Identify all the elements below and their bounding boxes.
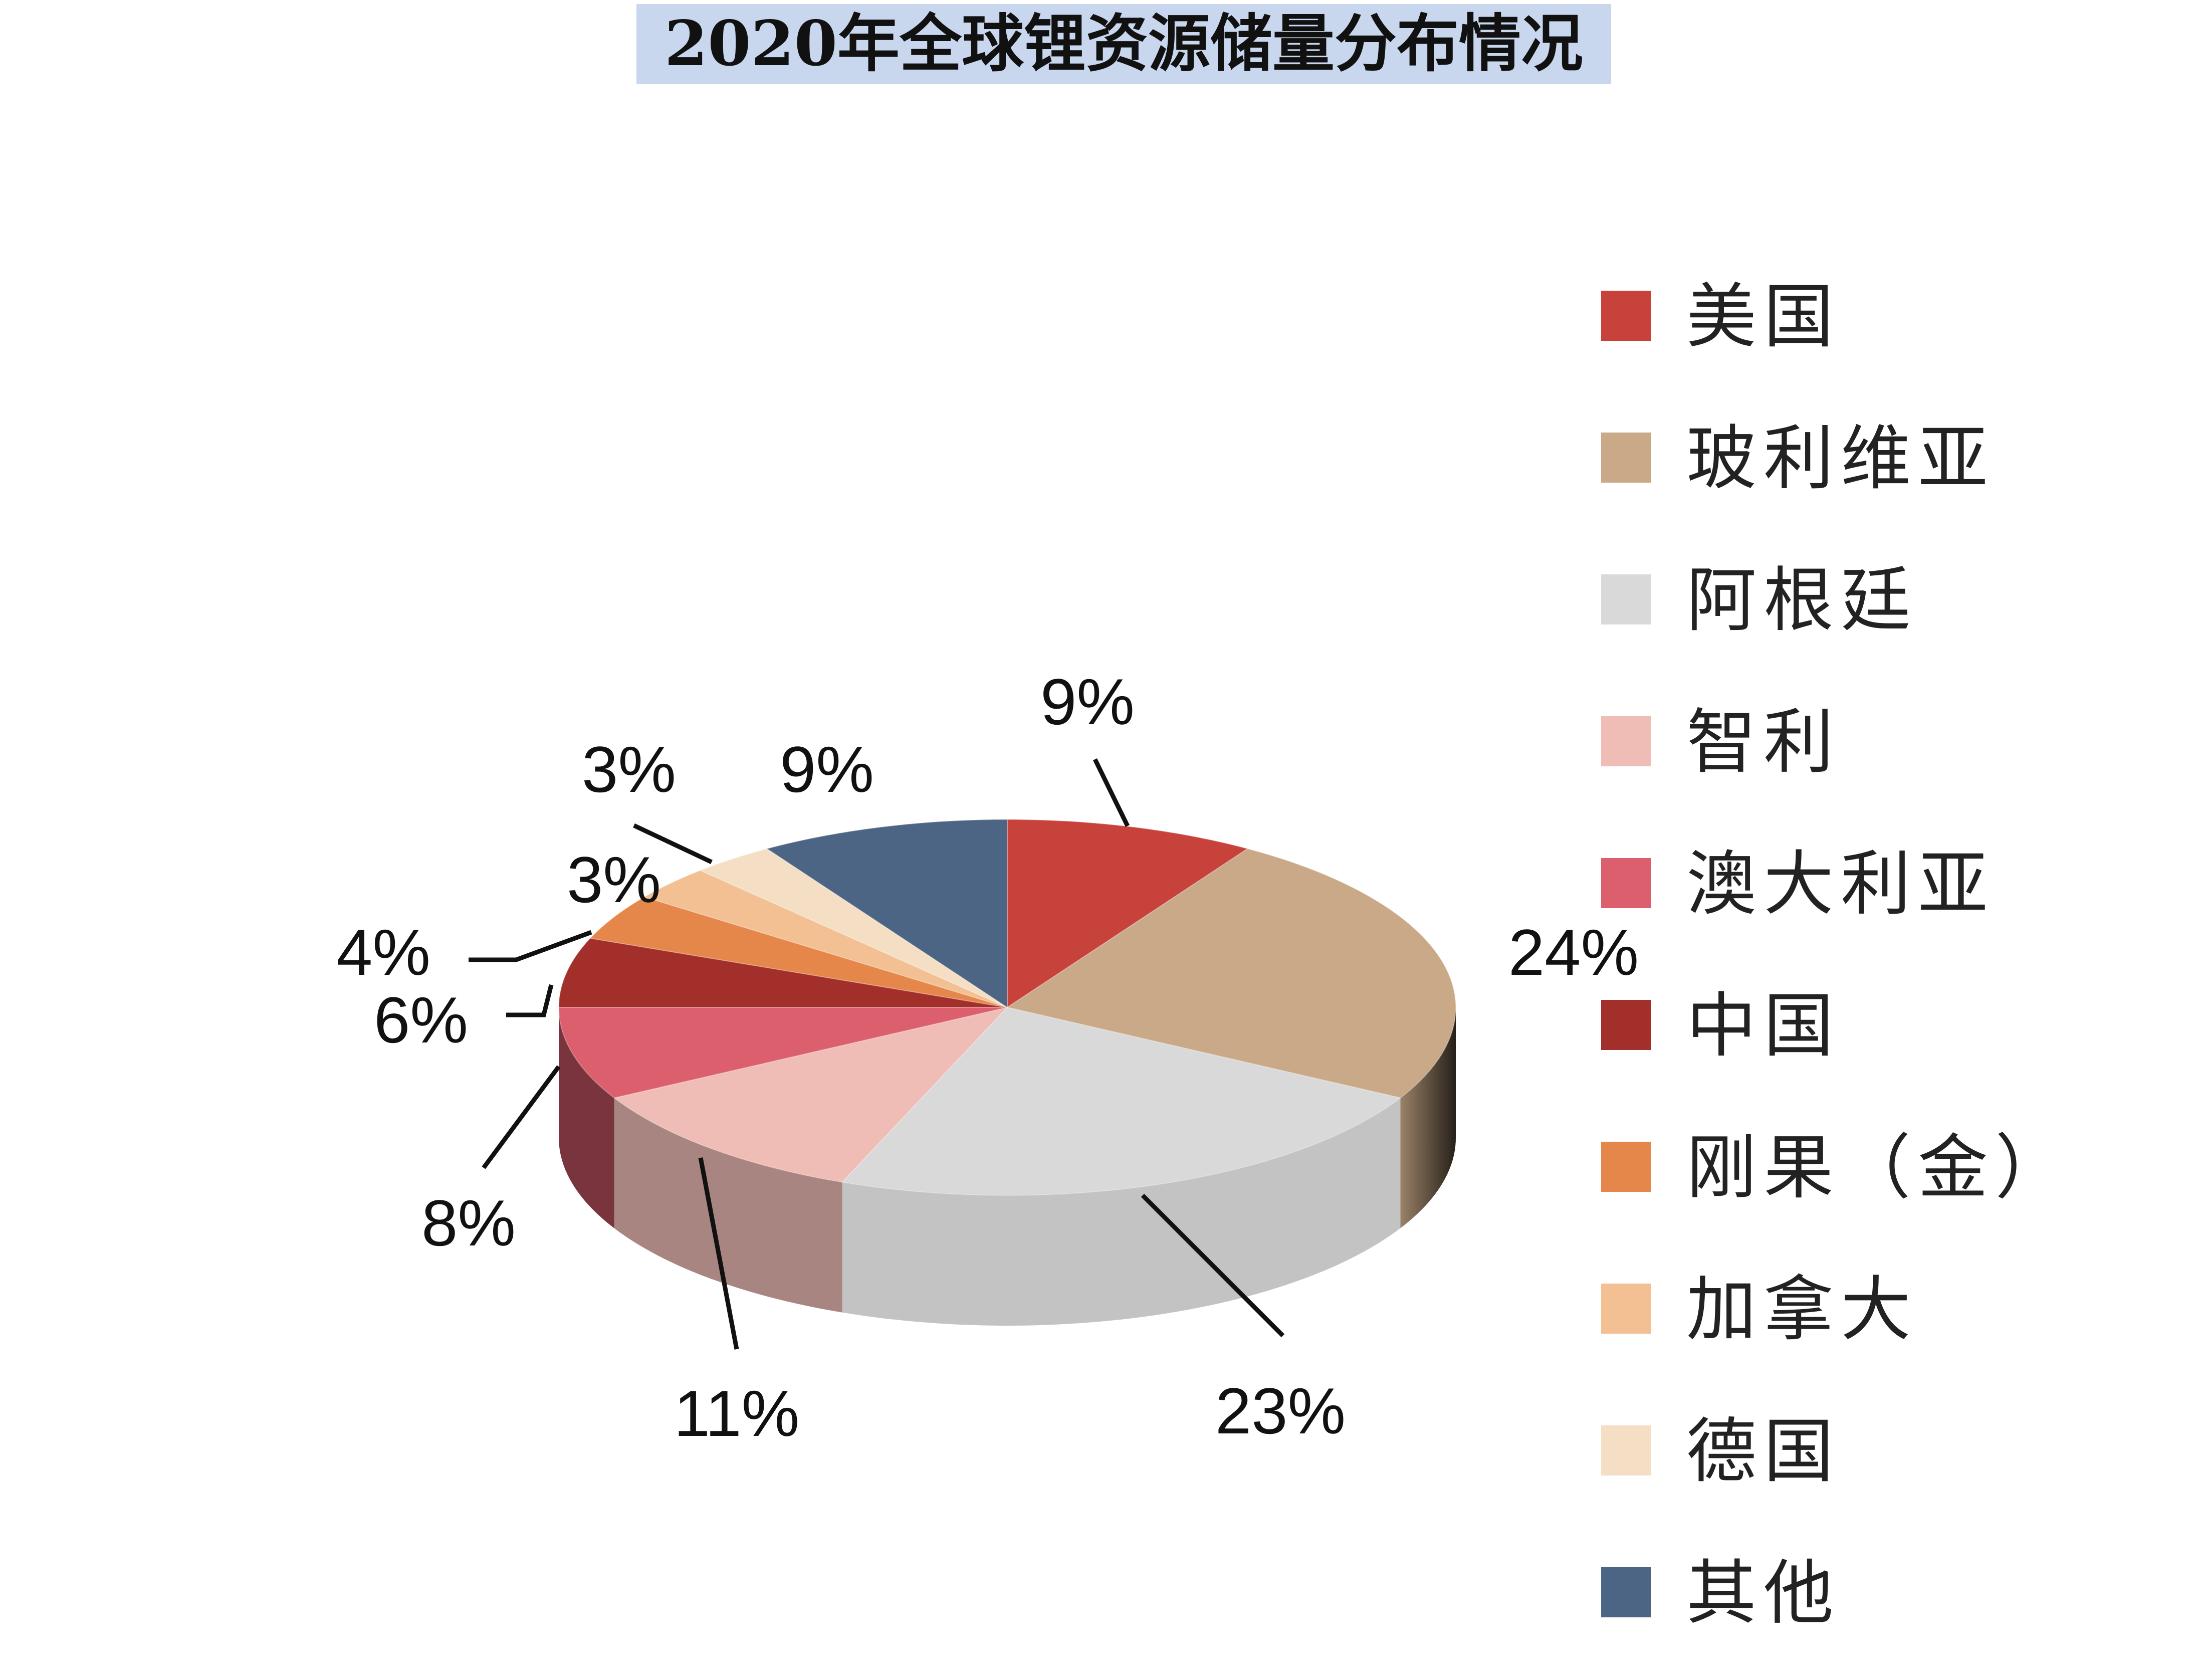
slice-7-percent-label: 4% xyxy=(336,916,430,989)
legend-swatch-6 xyxy=(1601,1000,1651,1050)
legend-swatch-1 xyxy=(1601,291,1651,341)
leader-lines xyxy=(469,758,1285,1350)
legend-swatch-2 xyxy=(1601,433,1651,483)
slice-4-side-wall xyxy=(614,1098,842,1313)
slice-2-percent-label: 24% xyxy=(1508,916,1639,989)
slice-4-percent-label: 11% xyxy=(674,1377,800,1450)
slice-6-percent-label: 6% xyxy=(374,983,468,1057)
slice-9-leader-line xyxy=(633,823,713,865)
slice-2-wedge xyxy=(1006,848,1456,1099)
slice-5-leader-line xyxy=(482,1065,561,1169)
legend-label-10: 其他 xyxy=(1686,1553,1841,1634)
legend-swatch-7 xyxy=(1601,1142,1651,1192)
legend-label-3: 阿根廷 xyxy=(1686,560,1918,642)
slice-5-side-wall xyxy=(559,1007,614,1228)
slice-9-wedge xyxy=(699,848,1008,1008)
slice-8-percent-label: 3% xyxy=(567,843,661,916)
slice-3-percent-label: 23% xyxy=(1215,1374,1346,1447)
legend-label-9: 德国 xyxy=(1686,1411,1841,1493)
legend-swatch-4 xyxy=(1601,716,1651,766)
legend-label-4: 智利 xyxy=(1686,702,1841,783)
slice-1-leader-line xyxy=(1092,758,1130,827)
pie-top xyxy=(558,818,1456,1196)
chart-title: 2020年全球锂资源储量分布情况 xyxy=(636,4,1611,84)
slice-3-wedge xyxy=(841,1006,1402,1196)
slice-3-leader-line xyxy=(1141,1193,1285,1338)
pie-edge-shadow xyxy=(1401,1007,1456,1228)
legend-swatch-10 xyxy=(1601,1567,1651,1617)
slice-4-wedge xyxy=(613,1006,1009,1183)
slice-8-wedge xyxy=(643,870,1008,1008)
slice-4-leader-line xyxy=(698,1157,739,1350)
legend-swatch-9 xyxy=(1601,1425,1651,1476)
slice-5-wedge xyxy=(558,1007,1008,1099)
slice-1-wedge xyxy=(1007,818,1249,1008)
slice-6-leader-line xyxy=(506,984,554,1017)
slice-labels: 9% 24% 23% 11% 8% 6%4% 3% 3% 9% xyxy=(336,665,1639,1450)
pie-sides xyxy=(559,1007,1456,1326)
legend-swatch-5 xyxy=(1601,858,1651,908)
slice-3-side-wall xyxy=(842,1098,1401,1326)
slice-7-wedge xyxy=(589,896,1008,1008)
slice-9-percent-label: 3% xyxy=(582,733,676,806)
slice-6-wedge xyxy=(558,937,1008,1008)
legend-label-2: 玻利维亚 xyxy=(1686,418,1995,500)
slice-10-wedge xyxy=(766,818,1008,1008)
legend-label-7: 刚果（金） xyxy=(1686,1127,2072,1209)
legend-swatch-8 xyxy=(1601,1284,1651,1334)
legend-label-1: 美国 xyxy=(1686,276,1841,358)
legend-label-8: 加拿大 xyxy=(1686,1269,1918,1351)
slice-10-percent-label: 9% xyxy=(780,733,874,806)
slice-1-percent-label: 9% xyxy=(1040,665,1135,738)
legend-swatch-3 xyxy=(1601,574,1651,624)
legend-label-6: 中国 xyxy=(1686,985,1841,1067)
slice-5-percent-label: 8% xyxy=(421,1186,516,1259)
slice-7-leader-line xyxy=(469,930,592,962)
legend-label-5: 澳大利亚 xyxy=(1686,844,1995,925)
